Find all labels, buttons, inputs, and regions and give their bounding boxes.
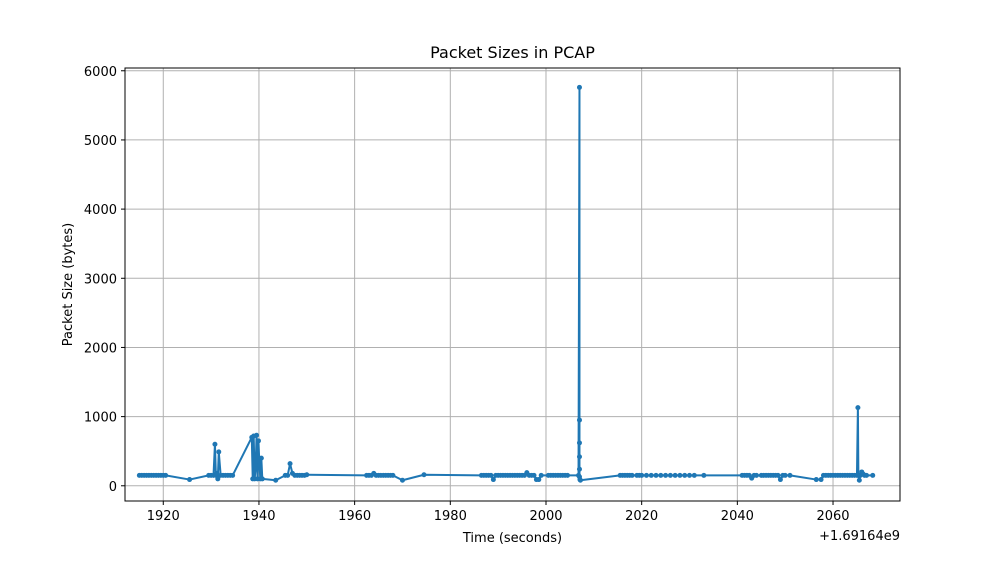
data-point bbox=[285, 472, 291, 478]
y-tick-label: 2000 bbox=[84, 341, 117, 356]
data-point bbox=[818, 477, 824, 483]
x-axis-label: Time (seconds) bbox=[462, 531, 562, 546]
data-point bbox=[667, 472, 673, 478]
data-point bbox=[648, 472, 654, 478]
data-point bbox=[254, 432, 260, 438]
data-point bbox=[531, 472, 537, 478]
y-tick-label: 6000 bbox=[84, 65, 117, 80]
data-point bbox=[214, 470, 220, 476]
data-point bbox=[658, 472, 664, 478]
data-point bbox=[576, 417, 582, 423]
data-point bbox=[677, 472, 683, 478]
y-tick-label: 4000 bbox=[84, 203, 117, 218]
y-tick-label: 5000 bbox=[84, 134, 117, 149]
data-point bbox=[255, 438, 261, 444]
data-point bbox=[421, 472, 427, 478]
data-point bbox=[230, 472, 236, 478]
series-line bbox=[139, 86, 873, 482]
plot-frame bbox=[124, 67, 901, 502]
data-point bbox=[304, 472, 310, 478]
axis-ticks: 1920 1940 1960 1980 2000 2020 2040 2060 0 1000 200… bbox=[84, 65, 850, 524]
data-point bbox=[258, 455, 264, 461]
x-axis-offset-label: +1.69164e9 bbox=[819, 529, 900, 544]
x-tick-label: 1940 bbox=[242, 509, 275, 524]
grid-lines bbox=[125, 68, 900, 501]
data-point bbox=[538, 472, 544, 478]
data-point bbox=[777, 477, 783, 483]
data-point bbox=[212, 441, 218, 447]
data-point bbox=[576, 84, 582, 90]
data-point bbox=[163, 472, 169, 478]
data-point bbox=[576, 466, 582, 472]
data-point bbox=[565, 472, 571, 478]
data-point bbox=[536, 477, 542, 483]
y-tick-label: 3000 bbox=[84, 272, 117, 287]
data-point bbox=[653, 472, 659, 478]
x-tick-label: 2020 bbox=[625, 509, 658, 524]
data-point bbox=[576, 440, 582, 446]
data-point bbox=[682, 472, 688, 478]
data-point bbox=[870, 472, 876, 478]
data-point bbox=[490, 477, 496, 483]
data-point bbox=[488, 472, 494, 478]
data-point bbox=[390, 472, 396, 478]
data-point bbox=[663, 472, 669, 478]
data-point bbox=[576, 454, 582, 460]
data-point bbox=[253, 465, 259, 471]
data-point bbox=[691, 472, 697, 478]
data-point bbox=[287, 461, 293, 467]
data-point bbox=[629, 472, 635, 478]
y-tick-label: 0 bbox=[109, 480, 117, 495]
y-axis-label: Packet Size (bytes) bbox=[61, 223, 76, 346]
data-point bbox=[864, 472, 870, 478]
data-point bbox=[273, 477, 279, 483]
data-point bbox=[787, 472, 793, 478]
data-point bbox=[775, 472, 781, 478]
data-point bbox=[399, 477, 405, 483]
chart-title: Packet Sizes in PCAP bbox=[430, 43, 595, 62]
data-point bbox=[856, 477, 862, 483]
data-point bbox=[672, 472, 678, 478]
data-point bbox=[753, 472, 759, 478]
x-tick-label: 1980 bbox=[434, 509, 467, 524]
data-point bbox=[687, 472, 693, 478]
x-tick-label: 2040 bbox=[721, 509, 754, 524]
series-packet-size bbox=[136, 84, 876, 483]
x-tick-label: 2000 bbox=[529, 509, 562, 524]
x-tick-label: 1960 bbox=[338, 509, 371, 524]
data-point bbox=[256, 462, 262, 468]
data-point bbox=[782, 472, 788, 478]
x-tick-label: 2060 bbox=[816, 509, 849, 524]
data-point bbox=[643, 472, 649, 478]
data-point bbox=[855, 405, 861, 411]
data-point bbox=[577, 477, 583, 483]
data-point bbox=[701, 472, 707, 478]
data-point bbox=[216, 449, 222, 455]
data-point bbox=[813, 477, 819, 483]
data-point bbox=[259, 476, 265, 482]
data-point bbox=[187, 477, 193, 483]
data-point bbox=[639, 472, 645, 478]
x-tick-label: 1920 bbox=[147, 509, 180, 524]
y-tick-label: 1000 bbox=[84, 411, 117, 426]
data-point bbox=[215, 476, 221, 482]
